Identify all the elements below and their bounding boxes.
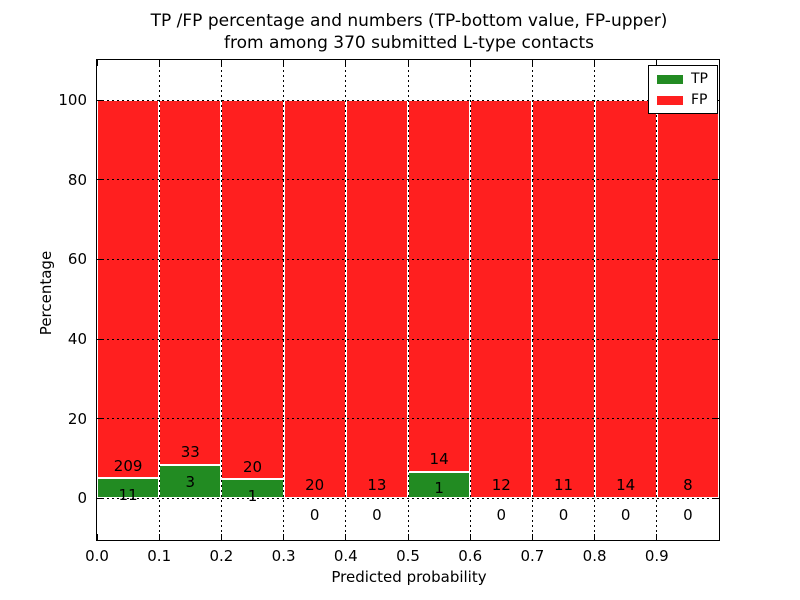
y-tick-mark (713, 179, 719, 181)
y-tick-label: 60 (67, 250, 87, 269)
y-tick-label: 100 (58, 91, 87, 110)
x-tick-mark (531, 534, 533, 540)
x-tick-label: 0.5 (396, 547, 420, 565)
x-tick-mark (594, 60, 596, 66)
tp-count-label: 0 (620, 505, 631, 524)
fp-bar (345, 100, 408, 499)
y-tick-mark (713, 497, 719, 499)
x-tick-mark (594, 534, 596, 540)
x-tick-mark (158, 60, 160, 66)
fp-count-label: 12 (491, 476, 511, 495)
tp-bar (221, 479, 284, 499)
fp-bar (408, 100, 471, 472)
x-tick-label: 0.7 (520, 547, 545, 565)
tp-count-label: 1 (434, 479, 444, 498)
x-tick-label: 0.6 (458, 547, 483, 565)
x-tick-mark (531, 60, 533, 66)
y-tick-mark (97, 338, 103, 340)
y-tick-mark (97, 99, 103, 101)
x-tick-mark (718, 60, 720, 66)
y-tick-label: 40 (67, 330, 87, 348)
fp-bar (532, 100, 595, 499)
y-tick-mark (97, 258, 103, 260)
y-tick-mark (713, 418, 719, 420)
tp-bar (159, 465, 222, 499)
x-tick-label: 0.9 (644, 547, 669, 565)
x-tick-mark (283, 60, 285, 66)
tp-count-label: 0 (558, 505, 569, 524)
x-tick-mark (407, 60, 409, 66)
fp-count-label: 20 (242, 457, 263, 476)
y-axis-label: Percentage (37, 250, 55, 336)
fp-count-label: 209 (113, 456, 143, 475)
fp-bar (594, 100, 657, 499)
x-tick-mark (345, 534, 347, 540)
fp-count-label: 20 (305, 476, 325, 495)
x-tick-label: 0.4 (333, 547, 358, 565)
tp-bar (97, 478, 160, 499)
x-tick-label: 0.3 (271, 547, 296, 565)
fp-bar (656, 100, 719, 499)
chart-title-line-2: from among 370 submitted L-type contacts (223, 33, 595, 53)
tp-count-label: 0 (683, 505, 693, 524)
tp-count-label: 0 (496, 505, 507, 524)
y-tick-label: 80 (67, 170, 87, 189)
x-tick-label: 0.2 (209, 547, 234, 565)
chart-title-line-1: TP /FP percentage and numbers (TP-bottom… (150, 11, 668, 31)
x-tick-mark (345, 60, 347, 66)
legend-label-tp: TP (691, 71, 708, 87)
x-tick-mark (220, 534, 222, 540)
tp-swatch (657, 74, 683, 84)
fp-bar (159, 100, 222, 466)
fp-count-label: 33 (180, 443, 200, 462)
fp-count-label: 13 (367, 476, 387, 495)
y-tick-label: 0 (77, 489, 87, 508)
fp-bar (221, 100, 284, 480)
x-tick-mark (656, 534, 658, 540)
x-tick-mark (220, 60, 222, 66)
y-tick-mark (97, 497, 103, 499)
fp-bar (97, 100, 160, 479)
x-tick-mark (718, 534, 720, 540)
x-tick-mark (407, 534, 409, 540)
x-tick-mark (158, 534, 160, 540)
tp-bar (408, 471, 471, 499)
x-tick-mark (96, 60, 98, 66)
tp-count-label: 0 (309, 505, 320, 524)
y-tick-mark (713, 338, 719, 340)
y-tick-label: 20 (67, 409, 87, 428)
fp-bar (470, 100, 533, 499)
tp-count-label: 3 (185, 472, 196, 491)
x-tick-label: 0.0 (85, 547, 109, 565)
y-tick-mark (97, 418, 103, 420)
fp-bar (283, 100, 346, 499)
x-tick-mark (469, 60, 471, 66)
fp-swatch (657, 95, 683, 105)
fp-count-label: 14 (429, 449, 449, 468)
fp-count-label: 14 (616, 476, 636, 495)
fp-count-label: 11 (553, 476, 574, 495)
x-tick-label: 0.1 (147, 547, 172, 565)
chart-title: TP /FP percentage and numbers (TP-bottom… (151, 10, 668, 54)
y-tick-mark (97, 179, 103, 181)
legend-label-fp: FP (691, 92, 708, 108)
legend-entry-tp: TP (657, 72, 708, 86)
x-tick-mark (283, 534, 285, 540)
fp-count-label: 8 (683, 476, 693, 495)
legend: TP FP (648, 65, 718, 114)
y-tick-mark (713, 258, 719, 260)
tp-count-label: 0 (372, 505, 382, 524)
x-tick-label: 0.8 (582, 547, 607, 565)
tp-count-label: 11 (118, 486, 138, 505)
plot-area: TP FP 209 11 33 3 20 1 20 0 13 0 14 1 12 0 11 0 14 0 8 0 0 20… (58, 59, 720, 565)
x-tick-mark (469, 534, 471, 540)
legend-entry-fp: FP (657, 93, 708, 107)
x-axis-label: Predicted probability (331, 568, 487, 586)
tp-count-label: 1 (247, 486, 258, 505)
x-tick-mark (96, 534, 98, 540)
